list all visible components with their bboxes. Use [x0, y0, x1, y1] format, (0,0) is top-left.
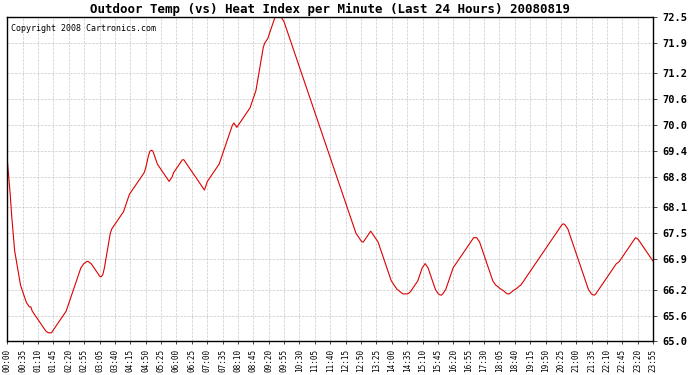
Text: Copyright 2008 Cartronics.com: Copyright 2008 Cartronics.com	[10, 24, 155, 33]
Title: Outdoor Temp (vs) Heat Index per Minute (Last 24 Hours) 20080819: Outdoor Temp (vs) Heat Index per Minute …	[90, 3, 570, 16]
